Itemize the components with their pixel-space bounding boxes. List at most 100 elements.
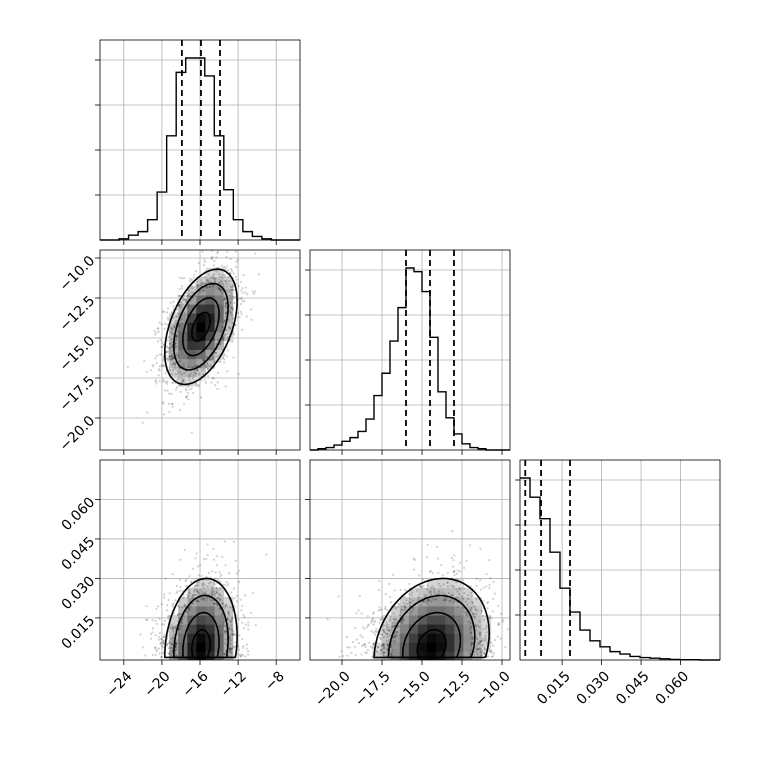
sample-point: [225, 312, 228, 315]
sample-point: [447, 591, 450, 595]
sample-point: [145, 370, 148, 374]
histogram-step-line: [520, 477, 720, 661]
sample-point: [177, 294, 180, 297]
sample-point: [385, 621, 388, 624]
sample-point: [174, 642, 177, 645]
sample-point: [212, 377, 215, 380]
sample-point: [215, 554, 219, 558]
sample-point: [379, 638, 382, 641]
sample-point: [168, 640, 171, 643]
sample-point: [218, 587, 221, 590]
sample-point: [489, 650, 492, 653]
sample-point: [473, 605, 477, 609]
sample-point: [436, 557, 439, 560]
density-cell: [196, 349, 206, 360]
sample-point: [210, 381, 213, 384]
sample-point: [224, 267, 227, 270]
sample-point: [372, 642, 376, 646]
sample-point: [512, 602, 514, 604]
density-cell: [214, 276, 225, 287]
sample-point: [171, 405, 174, 408]
sample-point: [205, 596, 208, 600]
density-cell: [454, 651, 464, 660]
sample-point: [201, 282, 204, 285]
sample-point: [469, 652, 472, 655]
sample-point: [211, 358, 214, 361]
density-cell: [409, 660, 419, 670]
density-cell: [187, 294, 197, 305]
sample-point: [229, 297, 232, 300]
sample-point: [189, 277, 192, 280]
sample-point: [234, 265, 238, 269]
sample-point: [223, 625, 226, 628]
density-cell: [178, 349, 188, 360]
sample-point: [159, 338, 162, 342]
sample-point: [192, 594, 195, 597]
sample-point: [232, 587, 236, 590]
x-tick-label: −17.5: [352, 668, 394, 710]
sample-point: [228, 648, 231, 651]
sample-point: [165, 350, 168, 354]
sample-point: [171, 355, 174, 358]
sample-point: [228, 626, 231, 629]
sample-point: [233, 605, 236, 608]
sample-point: [476, 642, 479, 645]
sample-point: [173, 363, 177, 366]
sample-point: [141, 421, 144, 424]
sample-point: [497, 623, 500, 626]
sample-point: [430, 586, 433, 589]
density-cell: [445, 624, 455, 634]
sample-point: [215, 342, 218, 346]
density-cell: [417, 633, 428, 643]
sample-point: [154, 633, 157, 637]
sample-point: [235, 572, 238, 575]
sample-point: [458, 587, 461, 590]
density-cell: [373, 660, 383, 670]
sample-point: [364, 645, 367, 648]
sample-point: [174, 373, 177, 376]
sample-point: [380, 608, 383, 611]
sample-point: [481, 614, 485, 618]
sample-point: [250, 308, 253, 311]
sample-point: [222, 284, 225, 288]
sample-point: [216, 381, 219, 384]
sample-point: [186, 306, 189, 309]
sample-point: [463, 610, 466, 614]
sample-point: [429, 600, 433, 603]
sample-point: [209, 276, 213, 279]
sample-point: [186, 612, 189, 615]
sample-point: [492, 597, 495, 600]
density-cell: [472, 596, 483, 607]
sample-point: [412, 557, 415, 560]
sample-point: [470, 594, 473, 597]
sample-point: [210, 250, 213, 252]
sample-point: [482, 586, 485, 589]
sample-point: [171, 603, 174, 607]
sample-point: [210, 256, 213, 259]
sample-point: [226, 250, 229, 253]
density-cell: [436, 587, 446, 598]
sample-point: [205, 279, 208, 282]
sample-point: [188, 575, 191, 578]
sample-point: [180, 377, 183, 380]
sample-point: [157, 635, 161, 638]
sample-point: [169, 357, 173, 360]
sample-point: [203, 260, 207, 264]
sample-point: [206, 367, 209, 371]
sample-point: [162, 641, 165, 644]
y-tick-label: −10.0: [57, 253, 99, 295]
sample-point: [452, 586, 455, 589]
sample-point: [211, 256, 214, 259]
sample-point: [243, 615, 246, 619]
sample-point: [480, 640, 483, 643]
sample-point: [194, 270, 198, 273]
sample-point: [216, 596, 219, 599]
sample-point: [478, 640, 482, 643]
sample-point: [405, 599, 408, 602]
density-cell: [196, 322, 206, 332]
sample-point: [171, 639, 174, 642]
density-cell: [214, 294, 225, 305]
sample-point: [203, 288, 206, 291]
sample-point: [232, 540, 236, 543]
sample-point: [172, 324, 175, 328]
